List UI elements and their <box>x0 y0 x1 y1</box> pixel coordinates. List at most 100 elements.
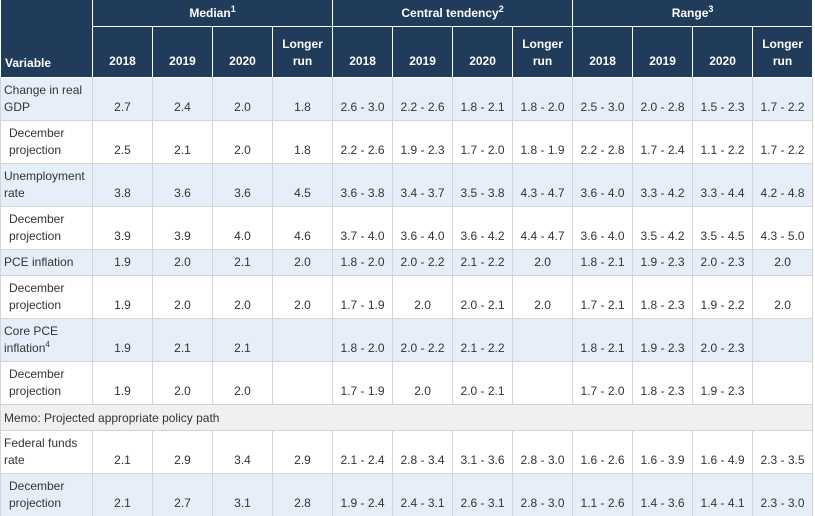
value: 1.7 - 2.4 <box>640 143 685 157</box>
value-cell: 1.7 - 2.2 <box>752 77 814 121</box>
label-text: December projection <box>9 281 65 312</box>
value: 2.9 <box>174 453 191 467</box>
value: 1.7 - 1.9 <box>340 298 385 312</box>
value: 3.6 <box>234 186 251 200</box>
value: 1.8 <box>294 100 311 114</box>
value-cell: 2.2 - 2.8 <box>572 120 634 164</box>
value: 3.9 <box>174 229 191 243</box>
value-cell: 1.8 - 2.0 <box>332 318 394 362</box>
value-cell: 3.6 <box>152 163 213 207</box>
value-cell: 3.1 - 3.6 <box>452 430 514 474</box>
value: 2.1 <box>174 341 191 355</box>
value-cell: 3.6 - 4.0 <box>392 206 454 250</box>
value-cell: 3.6 - 4.2 <box>452 206 514 250</box>
group-label: Central tendency <box>401 6 499 20</box>
value: 2.0 <box>174 255 191 269</box>
row-label: Change in real GDP <box>0 77 93 121</box>
value: 4.5 <box>294 186 311 200</box>
label-text: December projection <box>9 479 65 510</box>
value: 3.6 - 3.8 <box>340 186 385 200</box>
december-row: December projection 3.9 3.9 4.0 4.6 3.7 - 4.0… <box>0 206 814 250</box>
column-header: 2020 <box>212 26 273 78</box>
value: 2.1 <box>114 453 131 467</box>
value-cell: 1.8 <box>271 120 334 164</box>
value-cell: 1.5 - 2.3 <box>692 77 754 121</box>
value: 1.7 - 2.2 <box>760 143 805 157</box>
label-text: Change in real GDP <box>4 83 83 114</box>
value: 1.1 - 2.2 <box>700 143 745 157</box>
value-cell: 1.7 - 1.9 <box>332 275 394 319</box>
value-cell <box>752 318 814 362</box>
row-label: Federal funds rate <box>0 430 93 474</box>
value: 4.0 <box>234 229 251 243</box>
value-cell: 2.0 <box>212 77 273 121</box>
column-label: 2020 <box>229 54 256 68</box>
value-cell: 2.0 - 2.3 <box>692 318 754 362</box>
row-label: December projection <box>0 120 93 164</box>
value: 2.0 - 2.3 <box>700 255 745 269</box>
value: 3.8 <box>114 186 131 200</box>
value: 2.0 <box>174 298 191 312</box>
december-row: December projection 1.9 2.0 2.0 1.7 - 1.9 2.0… <box>0 361 814 405</box>
group-header: Range3 <box>572 0 814 27</box>
value: 3.6 - 4.0 <box>400 229 445 243</box>
value: 2.0 <box>174 384 191 398</box>
value: 2.0 - 2.2 <box>400 341 445 355</box>
value: 2.8 - 3.4 <box>400 453 445 467</box>
value-cell: 1.9 - 2.3 <box>632 249 694 276</box>
value: 1.8 - 2.0 <box>340 341 385 355</box>
value-cell: 2.0 <box>392 361 454 405</box>
label-text: Unemployment rate <box>4 169 85 200</box>
value-cell: 1.6 - 3.9 <box>632 430 694 474</box>
value-cell: 3.9 <box>92 206 153 250</box>
value: 2.0 - 2.1 <box>460 298 505 312</box>
value: 2.8 - 3.0 <box>520 453 565 467</box>
value: 2.0 <box>534 298 551 312</box>
column-header: 2019 <box>632 26 694 78</box>
value: 1.7 - 2.2 <box>760 100 805 114</box>
value: 1.8 - 2.3 <box>640 384 685 398</box>
value-cell: 2.2 - 2.6 <box>392 77 454 121</box>
value-cell: 3.6 <box>212 163 273 207</box>
value-cell: 4.3 - 4.7 <box>512 163 574 207</box>
value: 2.0 - 2.1 <box>460 384 505 398</box>
value-cell: 1.8 - 2.3 <box>632 275 694 319</box>
value-cell: 2.5 - 3.0 <box>572 77 634 121</box>
value-cell: 1.9 <box>92 318 153 362</box>
value-cell: 3.6 - 4.0 <box>572 206 634 250</box>
value: 2.9 <box>294 453 311 467</box>
footnote-mark: 1 <box>230 4 236 14</box>
value-cell: 3.5 - 4.5 <box>692 206 754 250</box>
variable-row: Core PCE inflation4 1.9 2.1 2.1 1.8 - 2.0 2.0… <box>0 318 814 362</box>
column-header: 2018 <box>572 26 634 78</box>
value: 2.0 <box>294 255 311 269</box>
value-cell: 2.0 - 2.1 <box>452 361 514 405</box>
value-cell: 2.8 - 3.4 <box>392 430 454 474</box>
value-cell: 1.4 - 4.1 <box>692 473 754 516</box>
value-cell <box>271 318 334 362</box>
value-cell: 3.3 - 4.4 <box>692 163 754 207</box>
value: 3.7 - 4.0 <box>340 229 385 243</box>
value-cell: 3.7 - 4.0 <box>332 206 394 250</box>
value-cell: 2.1 <box>212 249 273 276</box>
value: 3.3 - 4.2 <box>640 186 685 200</box>
value: 2.2 - 2.6 <box>400 100 445 114</box>
value: 2.1 <box>174 143 191 157</box>
value-cell: 1.9 <box>92 249 153 276</box>
column-label: 2019 <box>649 54 676 68</box>
value: 1.7 - 2.0 <box>460 143 505 157</box>
value-cell: 2.0 - 2.2 <box>392 249 454 276</box>
value-cell: 1.8 - 1.9 <box>512 120 574 164</box>
value: 3.1 - 3.6 <box>460 453 505 467</box>
value-cell: 2.7 <box>92 77 153 121</box>
value-cell: 2.4 - 3.1 <box>392 473 454 516</box>
value-cell: 2.5 <box>92 120 153 164</box>
value: 2.1 - 2.2 <box>460 255 505 269</box>
value-cell: 2.0 <box>212 120 273 164</box>
value: 1.9 - 2.4 <box>340 496 385 510</box>
memo-row: Memo: Projected appropriate policy path <box>0 404 814 431</box>
value-cell: 1.1 - 2.2 <box>692 120 754 164</box>
value-cell <box>752 361 814 405</box>
value: 1.1 - 2.6 <box>580 496 625 510</box>
value: 2.2 - 2.8 <box>580 143 625 157</box>
